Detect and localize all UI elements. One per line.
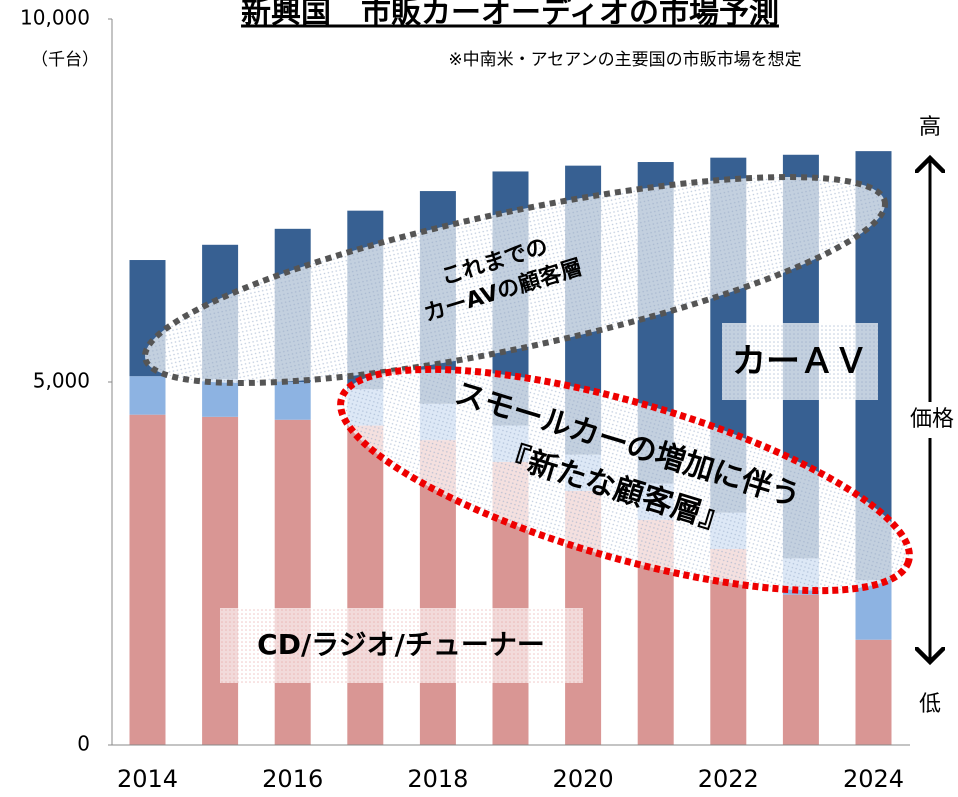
old-customers-ellipse: これまでの カーAVの顧客層 — [141, 174, 889, 386]
bar-segment — [129, 376, 166, 415]
price-label-bg — [912, 402, 952, 438]
bar-segment — [129, 414, 166, 745]
bar-segment — [855, 639, 892, 745]
x-tick-label: 2016 — [262, 765, 323, 793]
chart-title: 新興国 市販カーオーディオの市場予測 — [241, 0, 779, 31]
series-label: CD/ラジオ/チューナー — [257, 628, 545, 661]
y-tick-label: 5,000 — [33, 369, 90, 393]
x-tick-label: 2024 — [843, 765, 904, 793]
y-tick-label: 10,000 — [20, 6, 90, 30]
price-low: 低 — [919, 692, 941, 717]
subtitle: ※中南米・アセアンの主要国の市販市場を想定 — [448, 50, 801, 70]
y-tick-label: 0 — [77, 732, 90, 756]
price-label: 価格 — [910, 407, 954, 432]
x-tick-label: 2022 — [698, 765, 759, 793]
bar-segment — [274, 419, 311, 745]
x-tick-label: 2018 — [407, 765, 468, 793]
bar-segment — [202, 416, 239, 745]
bar-segment — [274, 382, 311, 420]
bar-segment — [347, 425, 384, 745]
bar-segment — [855, 580, 892, 640]
label-box — [220, 608, 583, 683]
x-tick-label: 2014 — [117, 765, 178, 793]
label-box — [722, 323, 878, 400]
y-axis-label: （千台） — [31, 50, 99, 70]
bar-segment — [782, 594, 819, 745]
price-high: 高 — [919, 115, 941, 140]
series-label: カーＡＶ — [732, 342, 868, 382]
x-tick-label: 2020 — [553, 765, 614, 793]
